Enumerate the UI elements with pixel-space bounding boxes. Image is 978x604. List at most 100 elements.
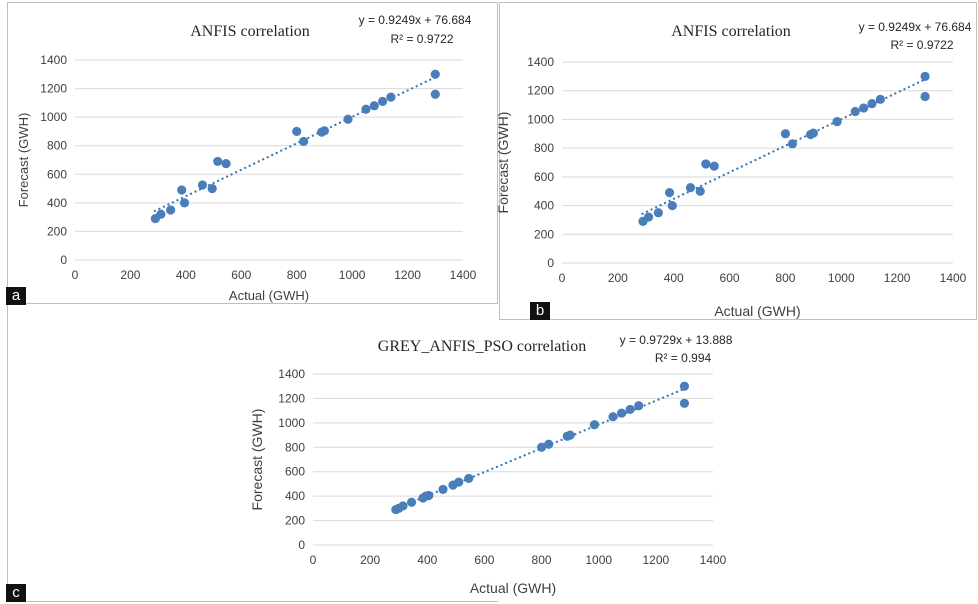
y-tick-label: 600 bbox=[534, 170, 554, 184]
data-point bbox=[166, 205, 176, 215]
data-point bbox=[424, 490, 434, 501]
panel-c-frame bbox=[7, 304, 498, 602]
y-tick-label: 1000 bbox=[278, 416, 305, 430]
data-point bbox=[565, 430, 575, 440]
panel-label-a: a bbox=[6, 287, 26, 305]
data-point bbox=[653, 208, 663, 218]
y-tick-label: 1400 bbox=[278, 367, 305, 381]
trendline-equation: y = 0.9729x + 13.888 bbox=[620, 333, 733, 347]
data-point bbox=[634, 401, 644, 411]
x-tick-label: 800 bbox=[775, 271, 795, 285]
y-tick-label: 1200 bbox=[40, 82, 67, 96]
x-tick-label: 0 bbox=[72, 268, 79, 282]
x-tick-label: 1400 bbox=[940, 271, 967, 285]
data-point bbox=[438, 484, 448, 495]
x-tick-label: 0 bbox=[310, 553, 317, 567]
data-point bbox=[544, 439, 554, 449]
x-tick-label: 400 bbox=[664, 271, 684, 285]
y-tick-label: 200 bbox=[534, 227, 554, 241]
x-tick-label: 1200 bbox=[643, 553, 670, 567]
y-tick-label: 400 bbox=[285, 489, 305, 503]
data-point bbox=[679, 381, 690, 391]
x-tick-label: 1000 bbox=[339, 268, 366, 282]
x-tick-label: 1400 bbox=[700, 553, 727, 567]
data-point bbox=[406, 497, 417, 507]
data-point bbox=[319, 126, 330, 136]
chart-b-group: 0 200 400 600 800 1000 1200 1400 0 200 400 600 800 10… bbox=[495, 20, 972, 319]
data-point bbox=[787, 139, 798, 149]
panel-label-b: b bbox=[530, 302, 550, 320]
x-tick-label: 1000 bbox=[585, 553, 612, 567]
x-axis-label: Actual (GWH) bbox=[229, 288, 309, 303]
data-point bbox=[299, 136, 309, 147]
x-tick-label: 400 bbox=[176, 268, 196, 282]
panel-b-frame bbox=[499, 2, 977, 320]
panel-a-frame bbox=[7, 2, 498, 304]
y-tick-label: 1000 bbox=[527, 112, 554, 126]
x-tick-label: 200 bbox=[608, 271, 628, 285]
r-squared-label: R² = 0.994 bbox=[655, 351, 712, 365]
r-squared-label: R² = 0.9722 bbox=[390, 32, 453, 46]
data-point bbox=[709, 161, 719, 171]
data-point bbox=[780, 129, 791, 139]
data-point bbox=[667, 200, 677, 211]
y-tick-label: 1200 bbox=[527, 84, 554, 98]
data-point bbox=[679, 398, 690, 408]
data-point bbox=[213, 156, 223, 167]
y-tick-label: 600 bbox=[285, 465, 305, 479]
y-tick-label: 400 bbox=[534, 199, 554, 213]
trendline-equation: y = 0.9249x + 76.684 bbox=[859, 20, 972, 34]
y-tick-label: 200 bbox=[47, 224, 67, 238]
data-point bbox=[398, 501, 408, 511]
trendline-equation: y = 0.9249x + 76.684 bbox=[359, 13, 472, 27]
data-point bbox=[701, 159, 711, 169]
chart-title: GREY_ANFIS_PSO correlation bbox=[378, 338, 586, 355]
x-tick-label: 1400 bbox=[450, 268, 477, 282]
y-tick-label: 0 bbox=[547, 256, 554, 270]
r-squared-label: R² = 0.9722 bbox=[890, 38, 953, 52]
x-tick-label: 200 bbox=[120, 268, 140, 282]
data-point bbox=[207, 183, 217, 194]
x-tick-label: 600 bbox=[720, 271, 740, 285]
data-point bbox=[177, 185, 187, 195]
data-point bbox=[664, 188, 675, 198]
data-point bbox=[221, 158, 231, 169]
y-tick-label: 800 bbox=[47, 139, 67, 153]
x-tick-label: 400 bbox=[417, 553, 437, 567]
data-point bbox=[292, 126, 302, 137]
chart-a-group: 0 200 400 600 800 1000 1200 1400 0 200 400 600 800 10… bbox=[16, 13, 477, 303]
data-point bbox=[361, 104, 371, 114]
data-point bbox=[859, 103, 869, 113]
y-tick-label: 0 bbox=[298, 538, 305, 552]
x-axis-label: Actual (GWH) bbox=[714, 303, 800, 319]
data-point bbox=[536, 442, 547, 452]
data-point bbox=[695, 186, 705, 196]
data-point bbox=[616, 408, 627, 418]
x-tick-label: 600 bbox=[474, 553, 494, 567]
x-tick-label: 1000 bbox=[828, 271, 855, 285]
x-tick-label: 600 bbox=[231, 268, 251, 282]
data-point bbox=[378, 96, 388, 107]
chart-c-group: 0 200 400 600 800 1000 1200 1400 0 200 400 600 800 10… bbox=[249, 333, 733, 596]
y-tick-label: 1400 bbox=[40, 53, 67, 67]
data-point bbox=[343, 114, 353, 124]
y-tick-label: 800 bbox=[534, 141, 554, 155]
y-axis-label: Forecast (GWH) bbox=[249, 409, 265, 511]
chart-title: ANFIS correlation bbox=[671, 23, 791, 40]
data-point bbox=[625, 404, 635, 415]
data-point bbox=[808, 128, 818, 138]
y-axis-label: Forecast (GWH) bbox=[16, 113, 31, 208]
data-point bbox=[430, 69, 440, 79]
data-point bbox=[156, 209, 166, 219]
y-tick-label: 800 bbox=[285, 440, 305, 454]
data-point bbox=[920, 91, 930, 102]
data-point bbox=[454, 477, 464, 487]
data-point bbox=[197, 180, 208, 190]
x-tick-label: 800 bbox=[287, 268, 307, 282]
data-point bbox=[867, 99, 877, 109]
data-point bbox=[608, 412, 618, 422]
data-point bbox=[832, 116, 842, 127]
data-point bbox=[643, 212, 654, 222]
